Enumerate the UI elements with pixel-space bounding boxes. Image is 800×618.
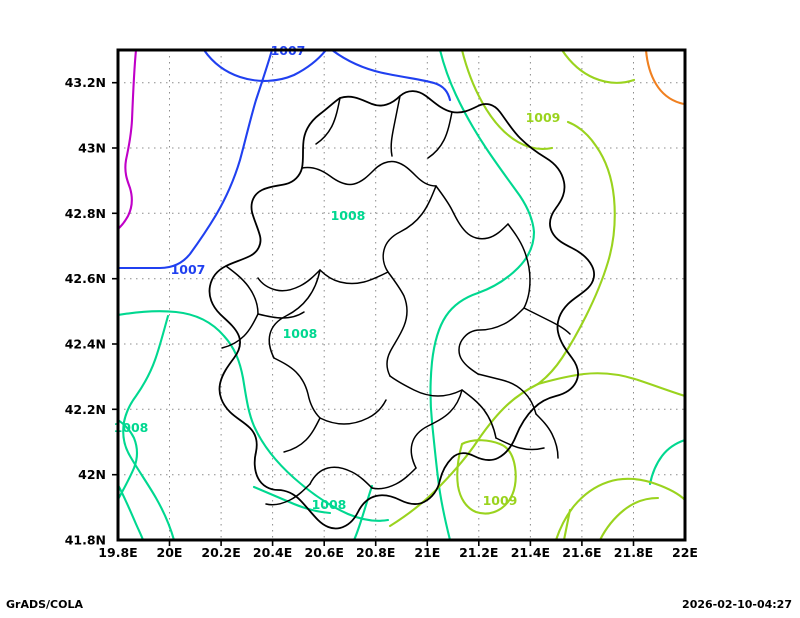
municipal-boundary-13 — [273, 357, 321, 419]
x-tick-label-10: 21.8E — [614, 545, 653, 560]
municipal-boundary-3 — [382, 185, 437, 273]
contour-label-1007-left: 1007 — [171, 262, 206, 277]
municipal-boundary-7 — [410, 389, 463, 469]
municipal-boundary-18 — [458, 307, 525, 375]
x-tick-label-0: 19.8E — [98, 545, 137, 560]
municipal-boundary-6 — [461, 389, 497, 439]
contour-1010-corner — [644, 50, 685, 106]
x-tick-label-8: 21.4E — [511, 545, 550, 560]
municipal-boundary-11 — [257, 269, 321, 292]
municipal-boundary-21 — [315, 97, 341, 145]
municipal-boundary-17 — [523, 307, 571, 335]
x-tick-label-2: 20.2E — [201, 545, 240, 560]
y-axis-tick-labels: 41.8N 42N 42.2N 42.4N 42.6N 42.8N 43N 43… — [65, 75, 106, 547]
contour-1009-bottom-right — [554, 477, 685, 540]
municipal-boundary-19 — [477, 373, 537, 415]
footer-timestamp: 2026-02-10-04:27 — [682, 598, 792, 611]
contour-label-1008-mid: 1008 — [283, 326, 318, 341]
x-tick-label-9: 21.6E — [562, 545, 601, 560]
national-border — [208, 90, 595, 530]
municipal-boundary-27 — [535, 413, 559, 459]
contour-1007-top — [202, 50, 328, 82]
municipal-boundary-15 — [283, 417, 321, 453]
contour-1007-main — [118, 50, 274, 270]
municipal-boundary-14 — [319, 399, 387, 425]
kosovo-admin-boundaries — [208, 90, 595, 530]
contour-1006 — [118, 50, 138, 231]
municipal-boundary-5 — [389, 375, 463, 397]
municipal-boundary-1 — [301, 160, 437, 187]
x-tick-label-3: 20.4E — [253, 545, 292, 560]
contour-label-1008-bottom: 1008 — [312, 497, 347, 512]
municipal-boundary-8 — [371, 467, 417, 490]
municipal-boundary-4 — [386, 271, 408, 377]
contour-1008-lowerleft — [118, 418, 139, 502]
contour-1008-bottom — [252, 485, 332, 515]
municipal-boundary-12 — [268, 269, 321, 359]
y-tick-label-1: 42N — [78, 467, 106, 482]
contour-1008-right-edge — [648, 438, 685, 486]
contour-1009-southeast — [536, 372, 685, 398]
municipal-boundary-28 — [427, 111, 453, 159]
contour-1009-bottom-edge — [598, 496, 660, 540]
contour-1009-closed-low — [456, 439, 517, 515]
plot-frame — [116, 48, 687, 542]
municipal-boundary-25 — [221, 313, 259, 349]
contour-1008-central — [118, 310, 390, 522]
y-tick-label-2: 42.2N — [65, 402, 106, 417]
footer-producer: GrADS/COLA — [6, 598, 83, 611]
municipal-boundary-24 — [257, 311, 305, 319]
municipal-boundary-22 — [390, 95, 401, 157]
contour-1009-east — [536, 120, 616, 386]
contour-1007-upper-right — [330, 50, 452, 102]
contour-label-1009-low: 1009 — [483, 493, 518, 508]
contour-value-labels: 1007 1007 1008 1008 1008 1008 1009 1009 — [114, 43, 561, 512]
contour-1008-left — [122, 314, 176, 540]
municipal-boundary-20 — [495, 437, 545, 451]
municipal-boundary-10 — [319, 269, 389, 285]
contour-1008-bottomleft — [118, 483, 145, 540]
x-tick-label-1: 20E — [157, 545, 183, 560]
municipal-boundary-9 — [309, 466, 373, 489]
y-tick-label-5: 42.8N — [65, 206, 106, 221]
contour-label-1009-top: 1009 — [526, 110, 561, 125]
contour-1008-bottom-right — [352, 484, 374, 540]
municipal-boundary-2 — [435, 185, 509, 240]
axis-ticks — [112, 81, 635, 546]
x-tick-label-7: 21.2E — [459, 545, 498, 560]
y-tick-label-6: 43N — [78, 141, 106, 156]
x-axis-tick-labels: 19.8E 20E 20.2E 20.4E 20.6E 20.8E 21E 21… — [98, 545, 698, 560]
x-tick-label-4: 20.6E — [305, 545, 344, 560]
x-tick-label-5: 20.8E — [356, 545, 395, 560]
pressure-contour-lines — [118, 50, 685, 540]
contour-1009-north — [460, 50, 554, 150]
contour-1009-left-tail — [562, 508, 572, 540]
municipal-boundary-16 — [507, 223, 531, 309]
y-tick-label-7: 43.2N — [65, 75, 106, 90]
contour-1009-west-edge — [560, 50, 636, 84]
contour-label-1008-center: 1008 — [331, 208, 366, 223]
y-tick-label-3: 42.4N — [65, 337, 106, 352]
x-tick-label-11: 22E — [672, 545, 698, 560]
y-tick-label-4: 42.6N — [65, 271, 106, 286]
x-tick-label-6: 21E — [414, 545, 440, 560]
municipal-boundary-26 — [265, 483, 311, 506]
contour-label-1008-left: 1008 — [114, 420, 149, 435]
contour-1008-north — [438, 50, 536, 295]
y-tick-label-0: 41.8N — [65, 533, 106, 548]
municipal-boundary-23 — [225, 265, 259, 315]
